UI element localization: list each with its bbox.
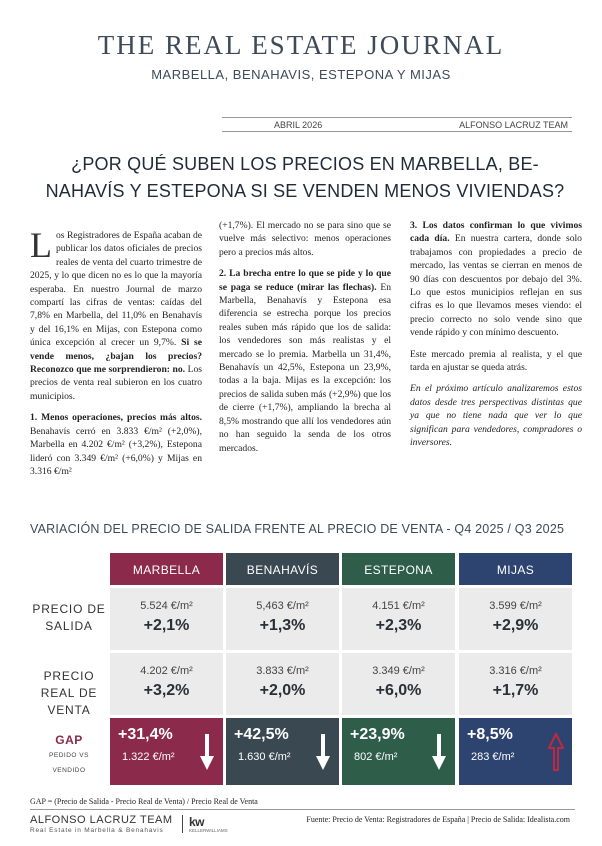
source-note: Fuente: Precio de Venta: Registradores d… (306, 815, 570, 824)
paragraph: 3. Los datos confirman lo que vivimos ca… (410, 219, 582, 340)
paragraph-text: os Registradores de España acaban de pub… (30, 230, 202, 349)
brand-tagline: Real Estate in Marbella & Benahavis (30, 827, 164, 834)
row-label-line: PRECIO (43, 669, 95, 683)
gap-change: +8,5% (467, 726, 513, 743)
venta-value: 4.202 €/m² (140, 665, 193, 677)
venta-cell: 4.202 €/m² +3,2% (110, 653, 223, 715)
paragraph-bold: Si se vende menos, ¿bajan los precios? R… (30, 337, 202, 376)
drop-cap: L (30, 225, 52, 265)
venta-change: +3,2% (143, 682, 190, 699)
venta-cell: 3.349 €/m² +6,0% (342, 653, 455, 715)
venta-value: 3.833 €/m² (256, 665, 309, 677)
gap-change: +31,4% (118, 726, 173, 743)
paragraph-text: Benahavís cerró en 3.833 €/m² (+2,0%), M… (30, 425, 202, 477)
paragraph: Este mercado premia al realista, y el qu… (410, 348, 582, 374)
footer-divider (30, 809, 575, 810)
salida-value: 4.151 €/m² (372, 600, 425, 612)
gap-value: 283 €/m² (471, 751, 515, 763)
row-label-gap: GAP PEDIDO VS VENDIDO (30, 733, 108, 774)
gap-sublabel: VENDIDO (52, 767, 86, 774)
gap-cell: +8,5% 283 €/m² (459, 718, 572, 785)
down-arrow-icon (432, 734, 446, 770)
salida-cell: 4.151 €/m² +2,3% (342, 588, 455, 650)
issue-team: ALFONSO LACRUZ TEAM (459, 120, 568, 130)
salida-value: 3.599 €/m² (489, 600, 542, 612)
gap-cell: +42,5% 1.630 €/m² (226, 718, 339, 785)
row-label-line: REAL DE (40, 686, 98, 700)
salida-value: 5,463 €/m² (256, 600, 309, 612)
column-header: MIJAS (459, 553, 572, 585)
venta-change: +1,7% (492, 682, 539, 699)
gap-value: 1.322 €/m² (122, 751, 175, 763)
paragraph-text: En nuestra cartera, donde solo trabajamo… (410, 233, 582, 339)
row-label-salida: PRECIO DE SALIDA (30, 601, 108, 635)
row-label-line: PRECIO DE (32, 602, 106, 616)
column-header: ESTEPONA (342, 553, 455, 585)
paragraph: (+1,7%). El mercado no se para sino que … (219, 220, 391, 258)
section-heading: 2. La brecha entre lo que se pide y lo q… (219, 268, 391, 293)
row-label-venta: PRECIO REAL DE VENTA (30, 668, 108, 719)
section-heading: 1. Menos operaciones, precios más altos. (30, 412, 202, 424)
paragraph: 1. Menos operaciones, precios más altos.… (30, 411, 202, 478)
salida-change: +1,3% (259, 617, 306, 634)
down-arrow-icon (200, 734, 214, 770)
salida-change: +2,1% (143, 617, 190, 634)
venta-value: 3.349 €/m² (372, 665, 425, 677)
venta-cell: 3.316 €/m² +1,7% (459, 653, 572, 715)
gap-cell: +23,9% 802 €/m² (342, 718, 455, 785)
venta-change: +6,0% (375, 682, 422, 699)
salida-value: 5.524 €/m² (140, 600, 193, 612)
journal-title: THE REAL ESTATE JOURNAL (97, 30, 505, 60)
paragraph: 2. La brecha entre lo que se pide y lo q… (219, 267, 391, 455)
article-column-2: (+1,7%). El mercado no se para sino que … (219, 219, 391, 463)
section-heading: 3. Los datos confirman lo que vivimos ca… (410, 220, 582, 245)
gap-value: 802 €/m² (354, 751, 398, 763)
venta-cell: 3.833 €/m² +2,0% (226, 653, 339, 715)
column-header: MARBELLA (110, 553, 223, 585)
paragraph-text: En Marbella, Benahavís y Estepona esa di… (219, 281, 392, 454)
salida-cell: 5.524 €/m² +2,1% (110, 588, 223, 650)
brand-name: ALFONSO LACRUZ TEAM (30, 814, 173, 826)
salida-cell: 5,463 €/m² +1,3% (226, 588, 339, 650)
italic-note: En el próximo artículo analizaremos esto… (410, 383, 582, 449)
kw-logo-sub: KELLERWILLIAMS (189, 828, 228, 833)
salida-cell: 3.599 €/m² +2,9% (459, 588, 572, 650)
venta-value: 3.316 €/m² (489, 665, 542, 677)
gap-change: +23,9% (350, 726, 405, 743)
column-header: BENAHAVÍS (226, 553, 339, 585)
gap-label: GAP (55, 733, 83, 747)
kw-logo: kw KELLERWILLIAMS (182, 815, 228, 833)
paragraph: En el próximo artículo analizaremos esto… (410, 382, 582, 449)
row-label-line: VENTA (47, 703, 91, 717)
issue-date: ABRIL 2026 (274, 120, 323, 130)
salida-change: +2,3% (375, 617, 422, 634)
venta-change: +2,0% (259, 682, 306, 699)
masthead: THE REAL ESTATE JOURNAL MARBELLA, BENAHA… (0, 30, 602, 82)
gap-cell: +31,4% 1.322 €/m² (110, 718, 223, 785)
gap-change: +42,5% (234, 726, 289, 743)
gap-formula-note: GAP = (Precio de Salida - Precio Real de… (30, 797, 258, 806)
article-column-3: 3. Los datos confirman lo que vivimos ca… (410, 219, 582, 458)
headline-line-2: NAHAVÍS Y ESTEPONA SI SE VENDEN MENOS VI… (45, 181, 565, 201)
kw-logo-mark: kw (189, 815, 205, 829)
article-headline: ¿POR QUÉ SUBEN LOS PRECIOS EN MARBELLA, … (30, 151, 580, 205)
table-title: VARIACIÓN DEL PRECIO DE SALIDA FRENTE AL… (30, 522, 565, 536)
salida-change: +2,9% (492, 617, 539, 634)
up-arrow-icon (547, 732, 565, 771)
down-arrow-icon (316, 734, 330, 770)
gap-sublabel: PEDIDO VS (49, 752, 89, 759)
brand-block: ALFONSO LACRUZ TEAM Real Estate in Marbe… (30, 814, 173, 834)
headline-line-1: ¿POR QUÉ SUBEN LOS PRECIOS EN MARBELLA, … (71, 154, 539, 174)
gap-value: 1.630 €/m² (238, 751, 291, 763)
row-label-line: SALIDA (45, 619, 93, 633)
paragraph-text: Los precios de venta real subieron en lo… (30, 364, 202, 402)
journal-subtitle: MARBELLA, BENAHAVIS, ESTEPONA Y MIJAS (151, 67, 451, 82)
dateline: ABRIL 2026 ALFONSO LACRUZ TEAM (222, 117, 572, 132)
